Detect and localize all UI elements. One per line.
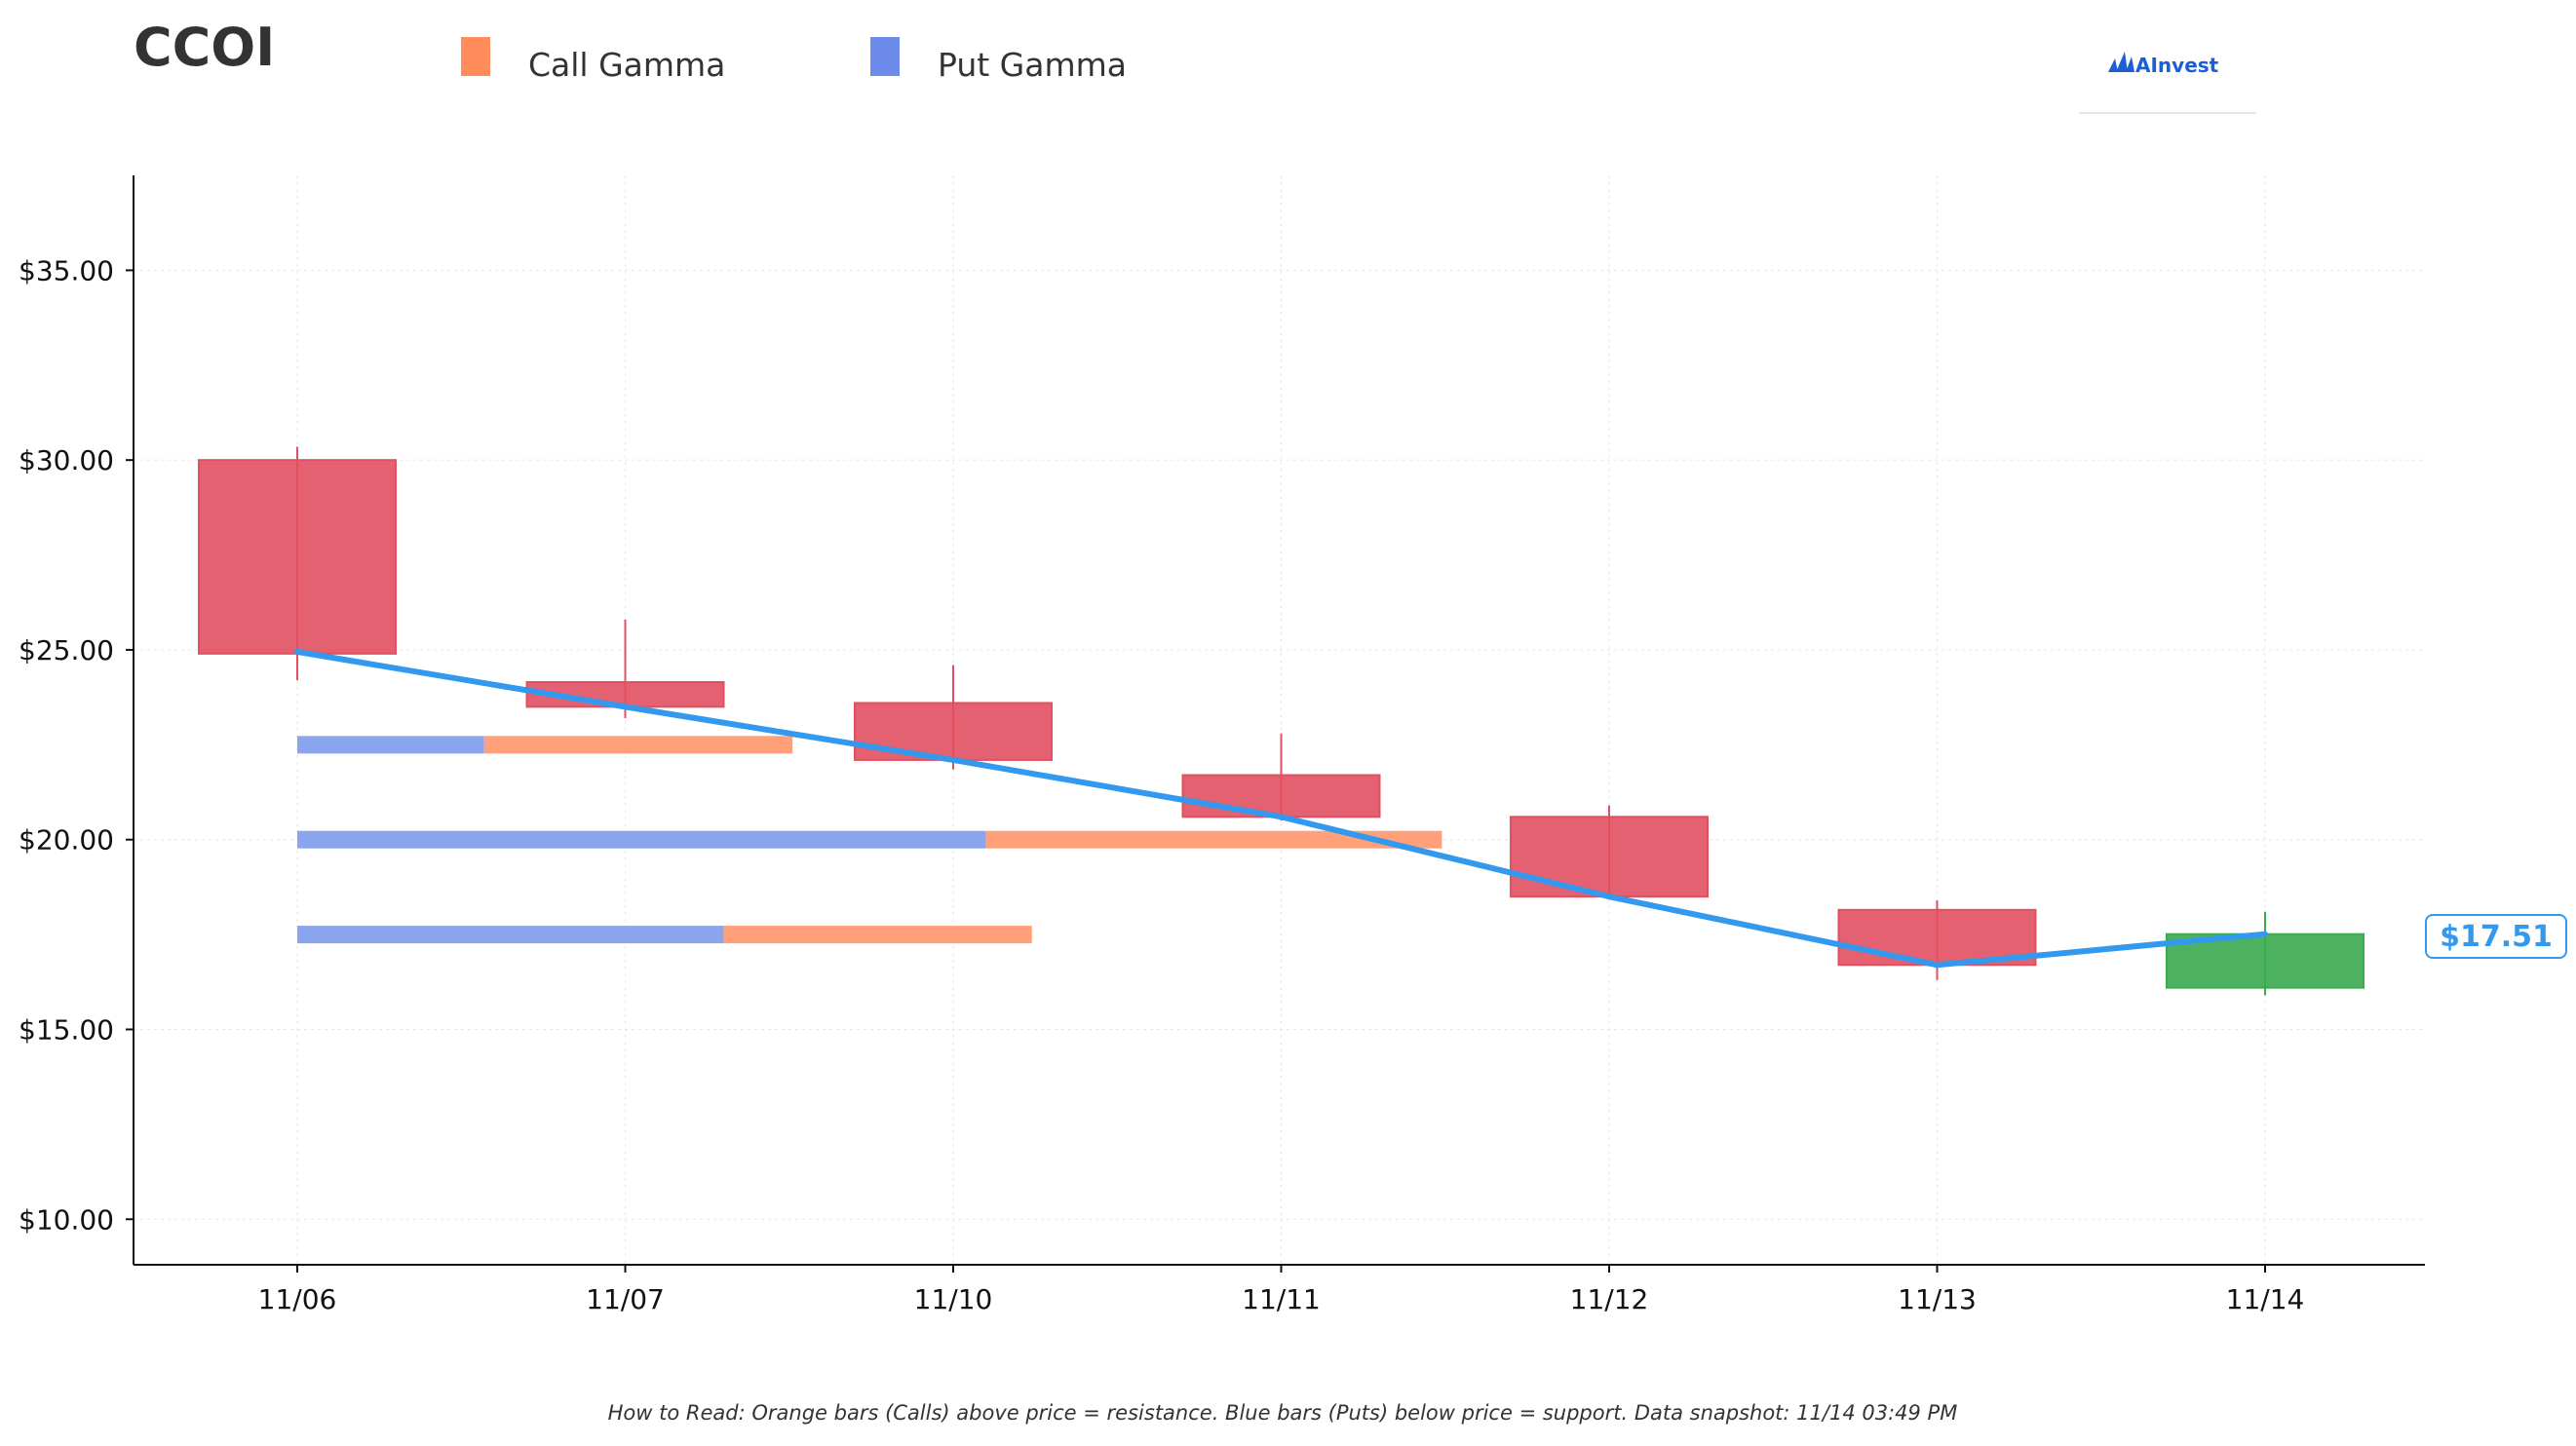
last-price-label: $17.51 — [2440, 920, 2553, 954]
y-tick-label: $35.00 — [19, 254, 114, 286]
grid — [134, 175, 2425, 1265]
put-gamma-legend-label: Put Gamma — [938, 46, 1127, 84]
call-gamma-bar — [723, 926, 1032, 944]
y-tick-label: $10.00 — [19, 1203, 114, 1236]
x-axis-ticks: 11/06 11/07 11/10 11/11 11/12 11/13 11/14 — [258, 1265, 2305, 1315]
put-gamma-bar — [297, 830, 986, 849]
brand-name: AInvest — [2135, 54, 2219, 77]
ticker-title: CCOI — [134, 17, 275, 78]
x-tick-label: 11/14 — [2226, 1283, 2305, 1315]
y-tick-label: $25.00 — [19, 634, 114, 666]
legend: Call Gamma Put Gamma — [461, 37, 1127, 84]
price-line-layer — [294, 648, 2268, 969]
y-tick-label: $30.00 — [19, 444, 114, 476]
y-axis-ticks: $10.00 $15.00 $20.00 $25.00 $30.00 $35.00 — [19, 254, 134, 1236]
gamma-bars — [297, 736, 1442, 944]
x-tick-label: 11/12 — [1570, 1283, 1649, 1315]
last-price-badge: $17.51 — [2425, 914, 2567, 959]
axes — [133, 175, 2425, 1266]
put-gamma-bar — [297, 926, 724, 944]
x-tick-label: 11/11 — [1242, 1283, 1321, 1315]
x-tick-label: 11/07 — [586, 1283, 665, 1315]
put-gamma-swatch — [870, 37, 900, 76]
footnote: How to Read: Orange bars (Calls) above p… — [608, 1401, 1958, 1425]
put-gamma-bar — [297, 736, 484, 754]
x-tick-label: 11/10 — [914, 1283, 993, 1315]
call-gamma-legend-label: Call Gamma — [528, 46, 725, 84]
call-gamma-swatch — [461, 37, 490, 76]
candle-body-down — [1181, 774, 1381, 818]
candle-body-down — [198, 459, 397, 655]
call-gamma-bar — [985, 830, 1442, 849]
candle-body-down — [1837, 908, 2037, 967]
call-gamma-bar — [483, 736, 793, 754]
ainvest-logo-icon — [2108, 52, 2134, 72]
brand-logo: AInvest — [2079, 52, 2256, 114]
y-tick-label: $15.00 — [19, 1013, 114, 1046]
x-tick-label: 11/13 — [1898, 1283, 1977, 1315]
candle-body-down — [1510, 816, 1709, 898]
x-tick-label: 11/06 — [258, 1283, 337, 1315]
y-tick-label: $20.00 — [19, 824, 114, 856]
last-price-box — [2425, 914, 2567, 959]
price-line — [294, 648, 2268, 969]
